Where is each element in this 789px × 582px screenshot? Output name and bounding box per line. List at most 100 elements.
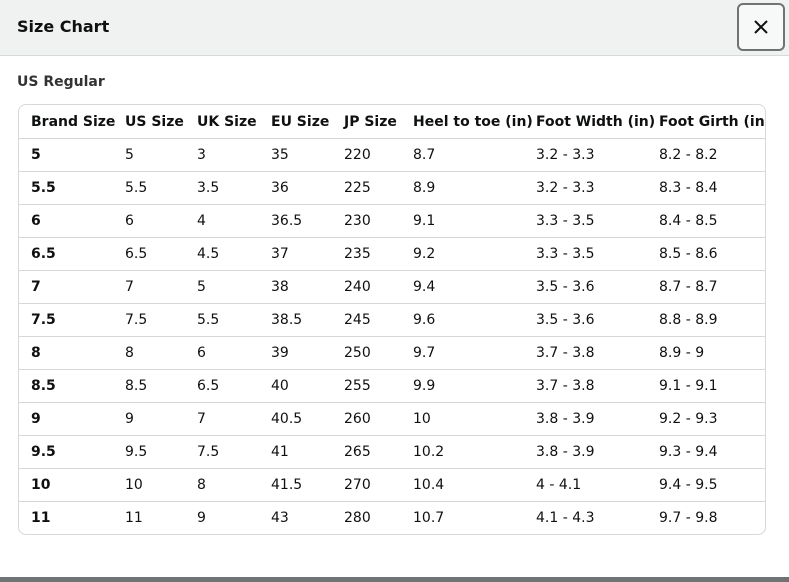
table-cell: 3.5 - 3.6 bbox=[524, 270, 647, 304]
header-row: Brand Size US Size UK Size EU Size JP Size He… bbox=[19, 105, 765, 139]
table-cell: 255 bbox=[332, 369, 401, 403]
column-header: Foot Width (in) bbox=[524, 105, 655, 139]
table-cell: 3.2 - 3.3 bbox=[524, 138, 647, 172]
table-cell: 8.7 bbox=[401, 138, 524, 172]
table-cell: 9.2 bbox=[401, 237, 524, 271]
table-cell: 8 bbox=[19, 336, 113, 370]
table-cell: 5 bbox=[185, 270, 259, 304]
table-cell: 9.4 - 9.5 bbox=[647, 468, 765, 502]
close-button[interactable] bbox=[737, 3, 785, 51]
table-cell: 36.5 bbox=[259, 204, 332, 238]
table-row: 6.5 6.5 4.5 37 235 9.2 3.3 - 3.5 8.5 - 8.6 bbox=[19, 237, 765, 271]
table-cell: 4.1 - 4.3 bbox=[536, 510, 595, 526]
table-cell: 10 bbox=[113, 468, 185, 502]
table-body: 5 5 3 35 220 8.7 3.2 - 3.3 8.2 - 8.2 5.5 5.5 3.5 36… bbox=[19, 138, 765, 535]
table-cell: 260 bbox=[332, 402, 401, 436]
table-cell: 9.7 - 9.8 bbox=[659, 510, 718, 526]
table-cell: 235 bbox=[332, 237, 401, 271]
table-cell: 3.7 - 3.8 bbox=[524, 369, 647, 403]
table-cell: 8.7 - 8.7 bbox=[647, 270, 765, 304]
table-cell: 5 bbox=[19, 138, 113, 172]
table-cell: 225 bbox=[332, 171, 401, 205]
table-cell: 10.7 bbox=[413, 510, 445, 526]
column-header: Brand Size bbox=[19, 105, 115, 139]
table-cell: 41.5 bbox=[259, 468, 332, 502]
table-cell: 250 bbox=[332, 336, 401, 370]
table-cell: 35 bbox=[259, 138, 332, 172]
table-cell: 3.7 - 3.8 bbox=[524, 336, 647, 370]
table-cell: 40.5 bbox=[259, 402, 332, 436]
table-cell: 9.4 bbox=[401, 270, 524, 304]
table-cell: 5.5 bbox=[113, 171, 185, 205]
table-cell: 6.5 bbox=[113, 237, 185, 271]
table-cell: 9 bbox=[197, 510, 206, 526]
table-cell: 3.8 - 3.9 bbox=[524, 435, 647, 469]
table-cell: 3.3 - 3.5 bbox=[524, 204, 647, 238]
table-row: 7 7 5 38 240 9.4 3.5 - 3.6 8.7 - 8.7 bbox=[19, 270, 765, 304]
size-table: Brand Size US Size UK Size EU Size JP Size He… bbox=[19, 105, 765, 534]
table-cell: 9.1 bbox=[401, 204, 524, 238]
table-cell: 6.5 bbox=[19, 237, 113, 271]
modal-header: Size Chart bbox=[0, 0, 789, 56]
table-row: 8 8 6 39 250 9.7 3.7 - 3.8 8.9 - 9 bbox=[19, 336, 765, 370]
table-cell: 3.3 - 3.5 bbox=[524, 237, 647, 271]
table-row: 8.5 8.5 6.5 40 255 9.9 3.7 - 3.8 9.1 - 9.1 bbox=[19, 369, 765, 403]
table-cell: 39 bbox=[259, 336, 332, 370]
table-cell: 4 bbox=[185, 204, 259, 238]
table-cell: 9.9 bbox=[401, 369, 524, 403]
table-cell: 6 bbox=[19, 204, 113, 238]
table-cell: 8.5 bbox=[19, 369, 113, 403]
table-cell: 7.5 bbox=[185, 435, 259, 469]
table-cell: 9.3 - 9.4 bbox=[647, 435, 765, 469]
table-cell: 8 bbox=[113, 336, 185, 370]
table-cell: 6 bbox=[113, 204, 185, 238]
table-cell: 40 bbox=[259, 369, 332, 403]
table-cell: 10 bbox=[19, 468, 113, 502]
table-row: 10 10 8 41.5 270 10.4 4 - 4.1 9.4 - 9.5 bbox=[19, 468, 765, 502]
table-cell: 7 bbox=[185, 402, 259, 436]
table-cell: 3.2 - 3.3 bbox=[524, 171, 647, 205]
column-header: Heel to toe (in) bbox=[401, 105, 533, 139]
column-header: JP Size bbox=[332, 105, 401, 139]
table-cell: 220 bbox=[332, 138, 401, 172]
table-cell: 9.6 bbox=[401, 303, 524, 337]
table-cell: 7 bbox=[19, 270, 113, 304]
table-cell: 5 bbox=[113, 138, 185, 172]
table-cell: 8.5 - 8.6 bbox=[647, 237, 765, 271]
table-row: 5 5 3 35 220 8.7 3.2 - 3.3 8.2 - 8.2 bbox=[19, 138, 765, 172]
table-cell: 38 bbox=[259, 270, 332, 304]
bottom-bar bbox=[0, 577, 789, 582]
close-icon bbox=[754, 20, 768, 34]
table-cell: 280 bbox=[344, 510, 371, 526]
table-cell: 8.5 bbox=[113, 369, 185, 403]
table-cell: 4 - 4.1 bbox=[524, 468, 647, 502]
table-cell: 11 bbox=[31, 510, 51, 526]
table-cell: 9.2 - 9.3 bbox=[647, 402, 765, 436]
table-cell: 9 bbox=[19, 402, 113, 436]
table-cell: 9.5 bbox=[113, 435, 185, 469]
table-cell: 4.5 bbox=[185, 237, 259, 271]
column-header: UK Size bbox=[185, 105, 259, 139]
table-cell: 10.2 bbox=[401, 435, 524, 469]
table-cell: 37 bbox=[259, 237, 332, 271]
table-cell: 8.4 - 8.5 bbox=[647, 204, 765, 238]
table-cell: 245 bbox=[332, 303, 401, 337]
table-cell: 10.4 bbox=[401, 468, 524, 502]
table-cell: 265 bbox=[332, 435, 401, 469]
table-cell: 43 bbox=[271, 510, 289, 526]
table-cell: 8.9 - 9 bbox=[647, 336, 765, 370]
section-title: US Regular bbox=[17, 74, 105, 90]
table-cell: 240 bbox=[332, 270, 401, 304]
table-cell: 9 bbox=[113, 402, 185, 436]
table-cell: 3.8 - 3.9 bbox=[524, 402, 647, 436]
table-row: 9 9 7 40.5 260 10 3.8 - 3.9 9.2 - 9.3 bbox=[19, 402, 765, 436]
table-cell: 6 bbox=[185, 336, 259, 370]
table-cell: 270 bbox=[332, 468, 401, 502]
table-cell: 36 bbox=[259, 171, 332, 205]
table-row: 9.5 9.5 7.5 41 265 10.2 3.8 - 3.9 9.3 - 9.4 bbox=[19, 435, 765, 469]
table-cell: 8.3 - 8.4 bbox=[647, 171, 765, 205]
table-cell: 38.5 bbox=[259, 303, 332, 337]
column-header: US Size bbox=[113, 105, 185, 139]
table-cell: 41 bbox=[259, 435, 332, 469]
